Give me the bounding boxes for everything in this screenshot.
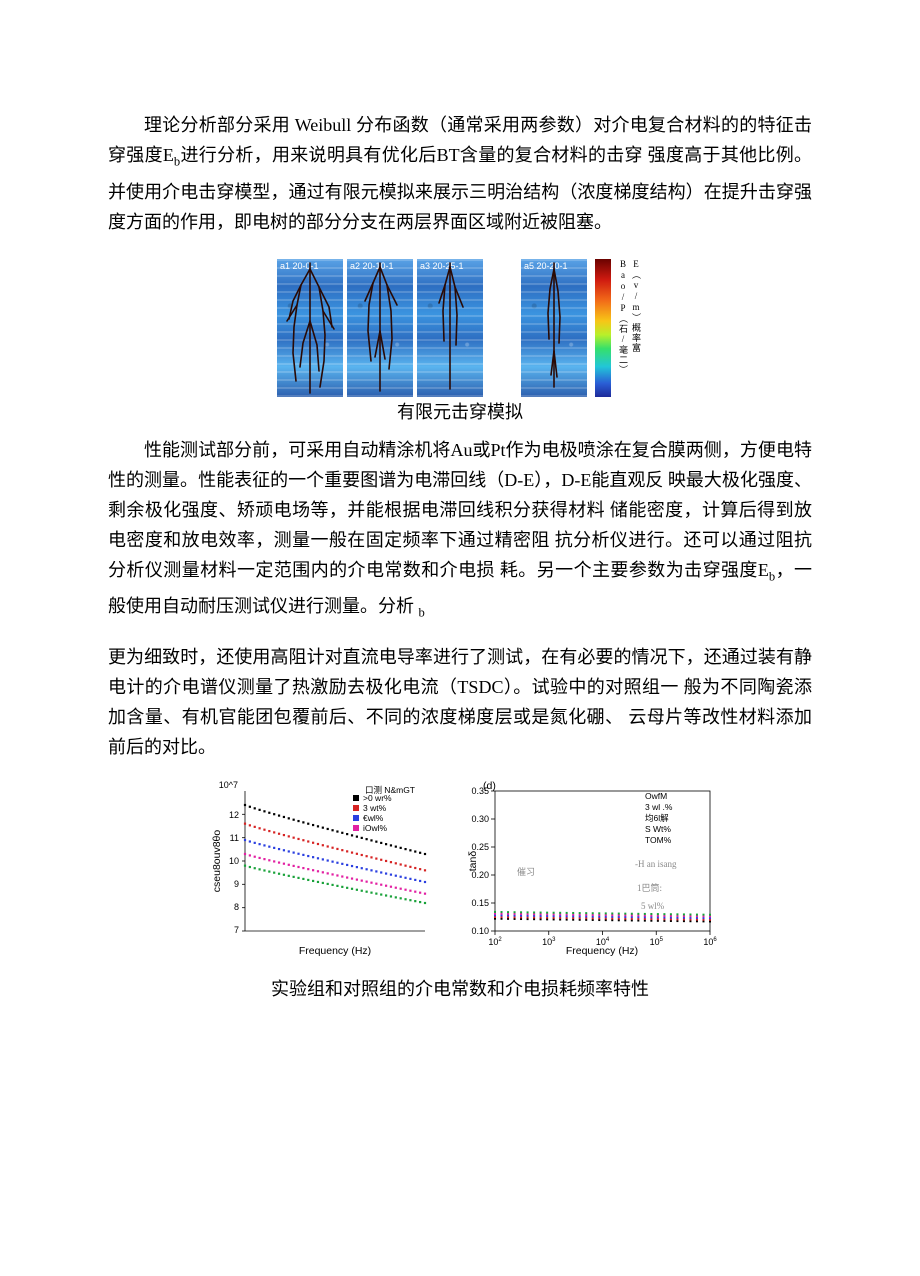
fea-figure: a1 20-0-1 a2 20-10-1: [108, 259, 812, 397]
charts-caption: 实验组和对照组的介电常数和介电损耗频率特性: [108, 976, 812, 1002]
page: 理论分析部分采用 Weibull 分布函数（通常采用两参数）对介电复合材料的的特…: [0, 0, 920, 1072]
electric-tree: [309, 261, 311, 391]
svg-text:0.10: 0.10: [471, 926, 489, 936]
d-annot-3: 5 wl%: [641, 901, 665, 911]
d-annot-0: -H an isang: [635, 859, 677, 869]
c-ytick-12: 12: [229, 810, 239, 820]
svg-text:0.25: 0.25: [471, 842, 489, 852]
paragraph-performance: 性能测试部分前，可采用自动精涂机将Au或Pt作为电极喷涂在复合膜两侧，方便电特性…: [108, 435, 812, 628]
panel-d: (d) 0.100.150.200.250.300.35 10210310410…: [467, 780, 717, 957]
charts-svg-wrap: 7 8 9 10 11 12: [180, 776, 740, 974]
fea-panel-a5: a5 20-20-1: [521, 259, 587, 397]
c-ytick-11: 11: [230, 833, 239, 843]
electric-tree: [449, 261, 451, 391]
d-annot-2: 1巴筒:: [637, 882, 662, 893]
electric-tree: [553, 261, 555, 391]
svg-text:iOwl%: iOwl%: [363, 823, 388, 833]
p2-sub2: b: [419, 606, 425, 620]
d-ylabel: tanδ: [467, 850, 479, 871]
paragraph-theory: 理论分析部分采用 Weibull 分布函数（通常采用两参数）对介电复合材料的的特…: [108, 110, 812, 237]
c-ylabel: cseu8ouv8θo: [211, 829, 223, 892]
svg-text:102: 102: [488, 937, 502, 947]
svg-text:TOM%: TOM%: [645, 835, 672, 845]
svg-text:3 wl .%: 3 wl .%: [645, 802, 673, 812]
svg-text:S Wt%: S Wt%: [645, 824, 671, 834]
colorbar-sidetext: E（v/m）概率富Bao/P（石/毫二）: [617, 259, 643, 397]
p2-text-a: 性能测试部分前，可采用自动精涂机将Au或Pt作为电极喷涂在复合膜两侧，方便电特性…: [108, 440, 812, 580]
d-xlabel: Frequency (Hz): [566, 945, 638, 957]
d-legend: OwfM3 wl .%均6l解S Wt%TOM%: [645, 791, 673, 845]
svg-text:>0 wr%: >0 wr%: [363, 793, 392, 803]
svg-text:103: 103: [542, 937, 556, 947]
d-annot-1: 催习: [517, 866, 535, 877]
c-ytick-10: 10: [229, 856, 239, 866]
fea-panel-a1: a1 20-0-1: [277, 259, 343, 397]
svg-text:0.35: 0.35: [471, 786, 489, 796]
svg-text:€wl%: €wl%: [363, 813, 384, 823]
fea-caption: 有限元击穿模拟: [108, 399, 812, 425]
c-ytick-9: 9: [234, 879, 239, 889]
svg-text:106: 106: [703, 937, 717, 947]
c-xlabel: Frequency (Hz): [299, 945, 371, 957]
c-ytick-7: 7: [234, 925, 239, 935]
p1-text-b: 进行分析，用来说明具有优化后BT含量的复合材料的击穿 强度高于其他比例。并使用介…: [108, 145, 812, 232]
panel-c: 7 8 9 10 11 12: [211, 780, 426, 957]
fea-panel-a2: a2 20-10-1: [347, 259, 413, 397]
fea-panels: a1 20-0-1 a2 20-10-1: [277, 259, 643, 397]
fea-panel-a3: a3 20-25-1: [417, 259, 483, 397]
svg-text:0.15: 0.15: [471, 898, 489, 908]
colorbar: [595, 259, 611, 397]
c-ytick-8: 8: [234, 902, 239, 912]
charts-figure: 7 8 9 10 11 12: [108, 776, 812, 974]
svg-text:3 wt%: 3 wt%: [363, 803, 387, 813]
electric-tree: [379, 261, 381, 391]
svg-text:OwfM: OwfM: [645, 791, 667, 801]
svg-text:0.30: 0.30: [471, 814, 489, 824]
charts-svg: 7 8 9 10 11 12: [180, 776, 740, 974]
svg-text:105: 105: [650, 937, 664, 947]
svg-text:均6l解: 均6l解: [645, 813, 669, 823]
paragraph-detail: 更为细致时，还使用高阻计对直流电导率进行了测试，在有必要的情况下，还通过装有静电…: [108, 642, 812, 762]
c-extra-107: 10^7: [219, 780, 238, 790]
